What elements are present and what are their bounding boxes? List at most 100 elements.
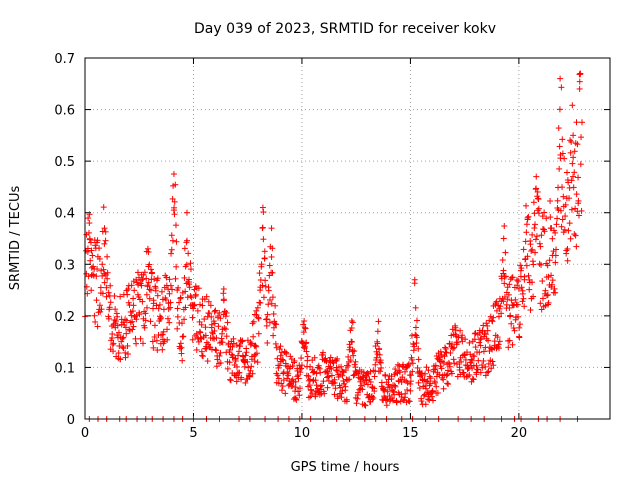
data-point	[320, 378, 327, 385]
data-point	[155, 305, 162, 312]
data-point	[94, 266, 101, 273]
data-point	[539, 278, 546, 285]
data-point	[272, 340, 279, 347]
data-point	[130, 302, 137, 309]
data-point	[164, 315, 171, 322]
data-point	[203, 345, 210, 352]
data-point	[448, 370, 455, 377]
data-point	[223, 333, 230, 340]
data-point	[298, 355, 305, 362]
data-point	[565, 179, 572, 186]
data-point	[503, 301, 510, 308]
data-point	[376, 346, 383, 353]
data-point	[578, 119, 585, 126]
data-point	[411, 343, 418, 350]
data-point	[192, 291, 199, 298]
data-point	[556, 143, 563, 150]
data-point	[392, 366, 399, 373]
data-point	[104, 253, 111, 260]
data-point	[191, 286, 198, 293]
data-point	[115, 329, 122, 336]
data-point	[566, 195, 573, 202]
data-point	[468, 356, 475, 363]
data-point	[472, 344, 479, 351]
data-point	[170, 171, 177, 178]
data-point	[109, 341, 116, 348]
data-point	[419, 370, 426, 377]
data-point	[494, 334, 501, 341]
data-point	[129, 308, 136, 315]
data-point	[303, 348, 310, 355]
data-point	[276, 346, 283, 353]
data-point	[139, 340, 146, 347]
data-point	[471, 353, 478, 360]
data-point	[85, 229, 92, 236]
data-point	[146, 261, 153, 268]
data-point	[291, 357, 298, 364]
data-point	[103, 293, 110, 300]
data-point	[345, 362, 352, 369]
data-point	[101, 270, 108, 277]
data-point	[458, 334, 465, 341]
data-point	[429, 397, 436, 404]
data-point	[364, 370, 371, 377]
data-point	[568, 206, 575, 213]
data-point	[182, 288, 189, 295]
data-point	[307, 363, 314, 370]
data-point	[477, 336, 484, 343]
data-point	[138, 282, 145, 289]
data-point	[264, 311, 271, 318]
data-point	[125, 351, 132, 358]
data-point	[296, 392, 303, 399]
data-point	[135, 281, 142, 288]
data-point	[158, 288, 165, 295]
data-point	[407, 372, 414, 379]
data-point	[553, 246, 560, 253]
data-point	[96, 255, 103, 262]
data-point	[535, 210, 542, 217]
data-point	[445, 381, 452, 388]
data-point	[376, 351, 383, 358]
data-point	[230, 340, 237, 347]
data-point	[559, 184, 566, 191]
data-point	[433, 383, 440, 390]
data-point	[325, 377, 332, 384]
data-point	[571, 148, 578, 155]
data-point	[154, 292, 161, 299]
data-point	[236, 369, 243, 376]
data-point	[208, 313, 215, 320]
data-point	[571, 231, 578, 238]
data-point	[564, 257, 571, 264]
data-point	[324, 374, 331, 381]
data-point	[346, 376, 353, 383]
data-point	[313, 382, 320, 389]
data-point	[496, 345, 503, 352]
data-point	[462, 336, 469, 343]
data-point	[214, 356, 221, 363]
data-point	[133, 340, 140, 347]
data-point	[451, 344, 458, 351]
data-point	[535, 196, 542, 203]
data-point	[523, 221, 530, 228]
data-point	[172, 181, 179, 188]
data-point	[392, 383, 399, 390]
data-point	[375, 318, 382, 325]
data-point	[512, 296, 519, 303]
data-point	[348, 325, 355, 332]
data-point	[172, 275, 179, 282]
data-point	[427, 375, 434, 382]
data-point	[567, 149, 574, 156]
data-point	[355, 389, 362, 396]
data-point	[539, 295, 546, 302]
data-point	[417, 373, 424, 380]
data-point	[434, 389, 441, 396]
data-point	[321, 390, 328, 397]
data-point	[268, 225, 275, 232]
data-point	[194, 307, 201, 314]
data-point	[253, 343, 260, 350]
y-tick-label: 0.4	[54, 207, 75, 222]
data-point	[532, 221, 539, 228]
data-point	[358, 382, 365, 389]
data-point	[363, 377, 370, 384]
data-point	[367, 379, 374, 386]
